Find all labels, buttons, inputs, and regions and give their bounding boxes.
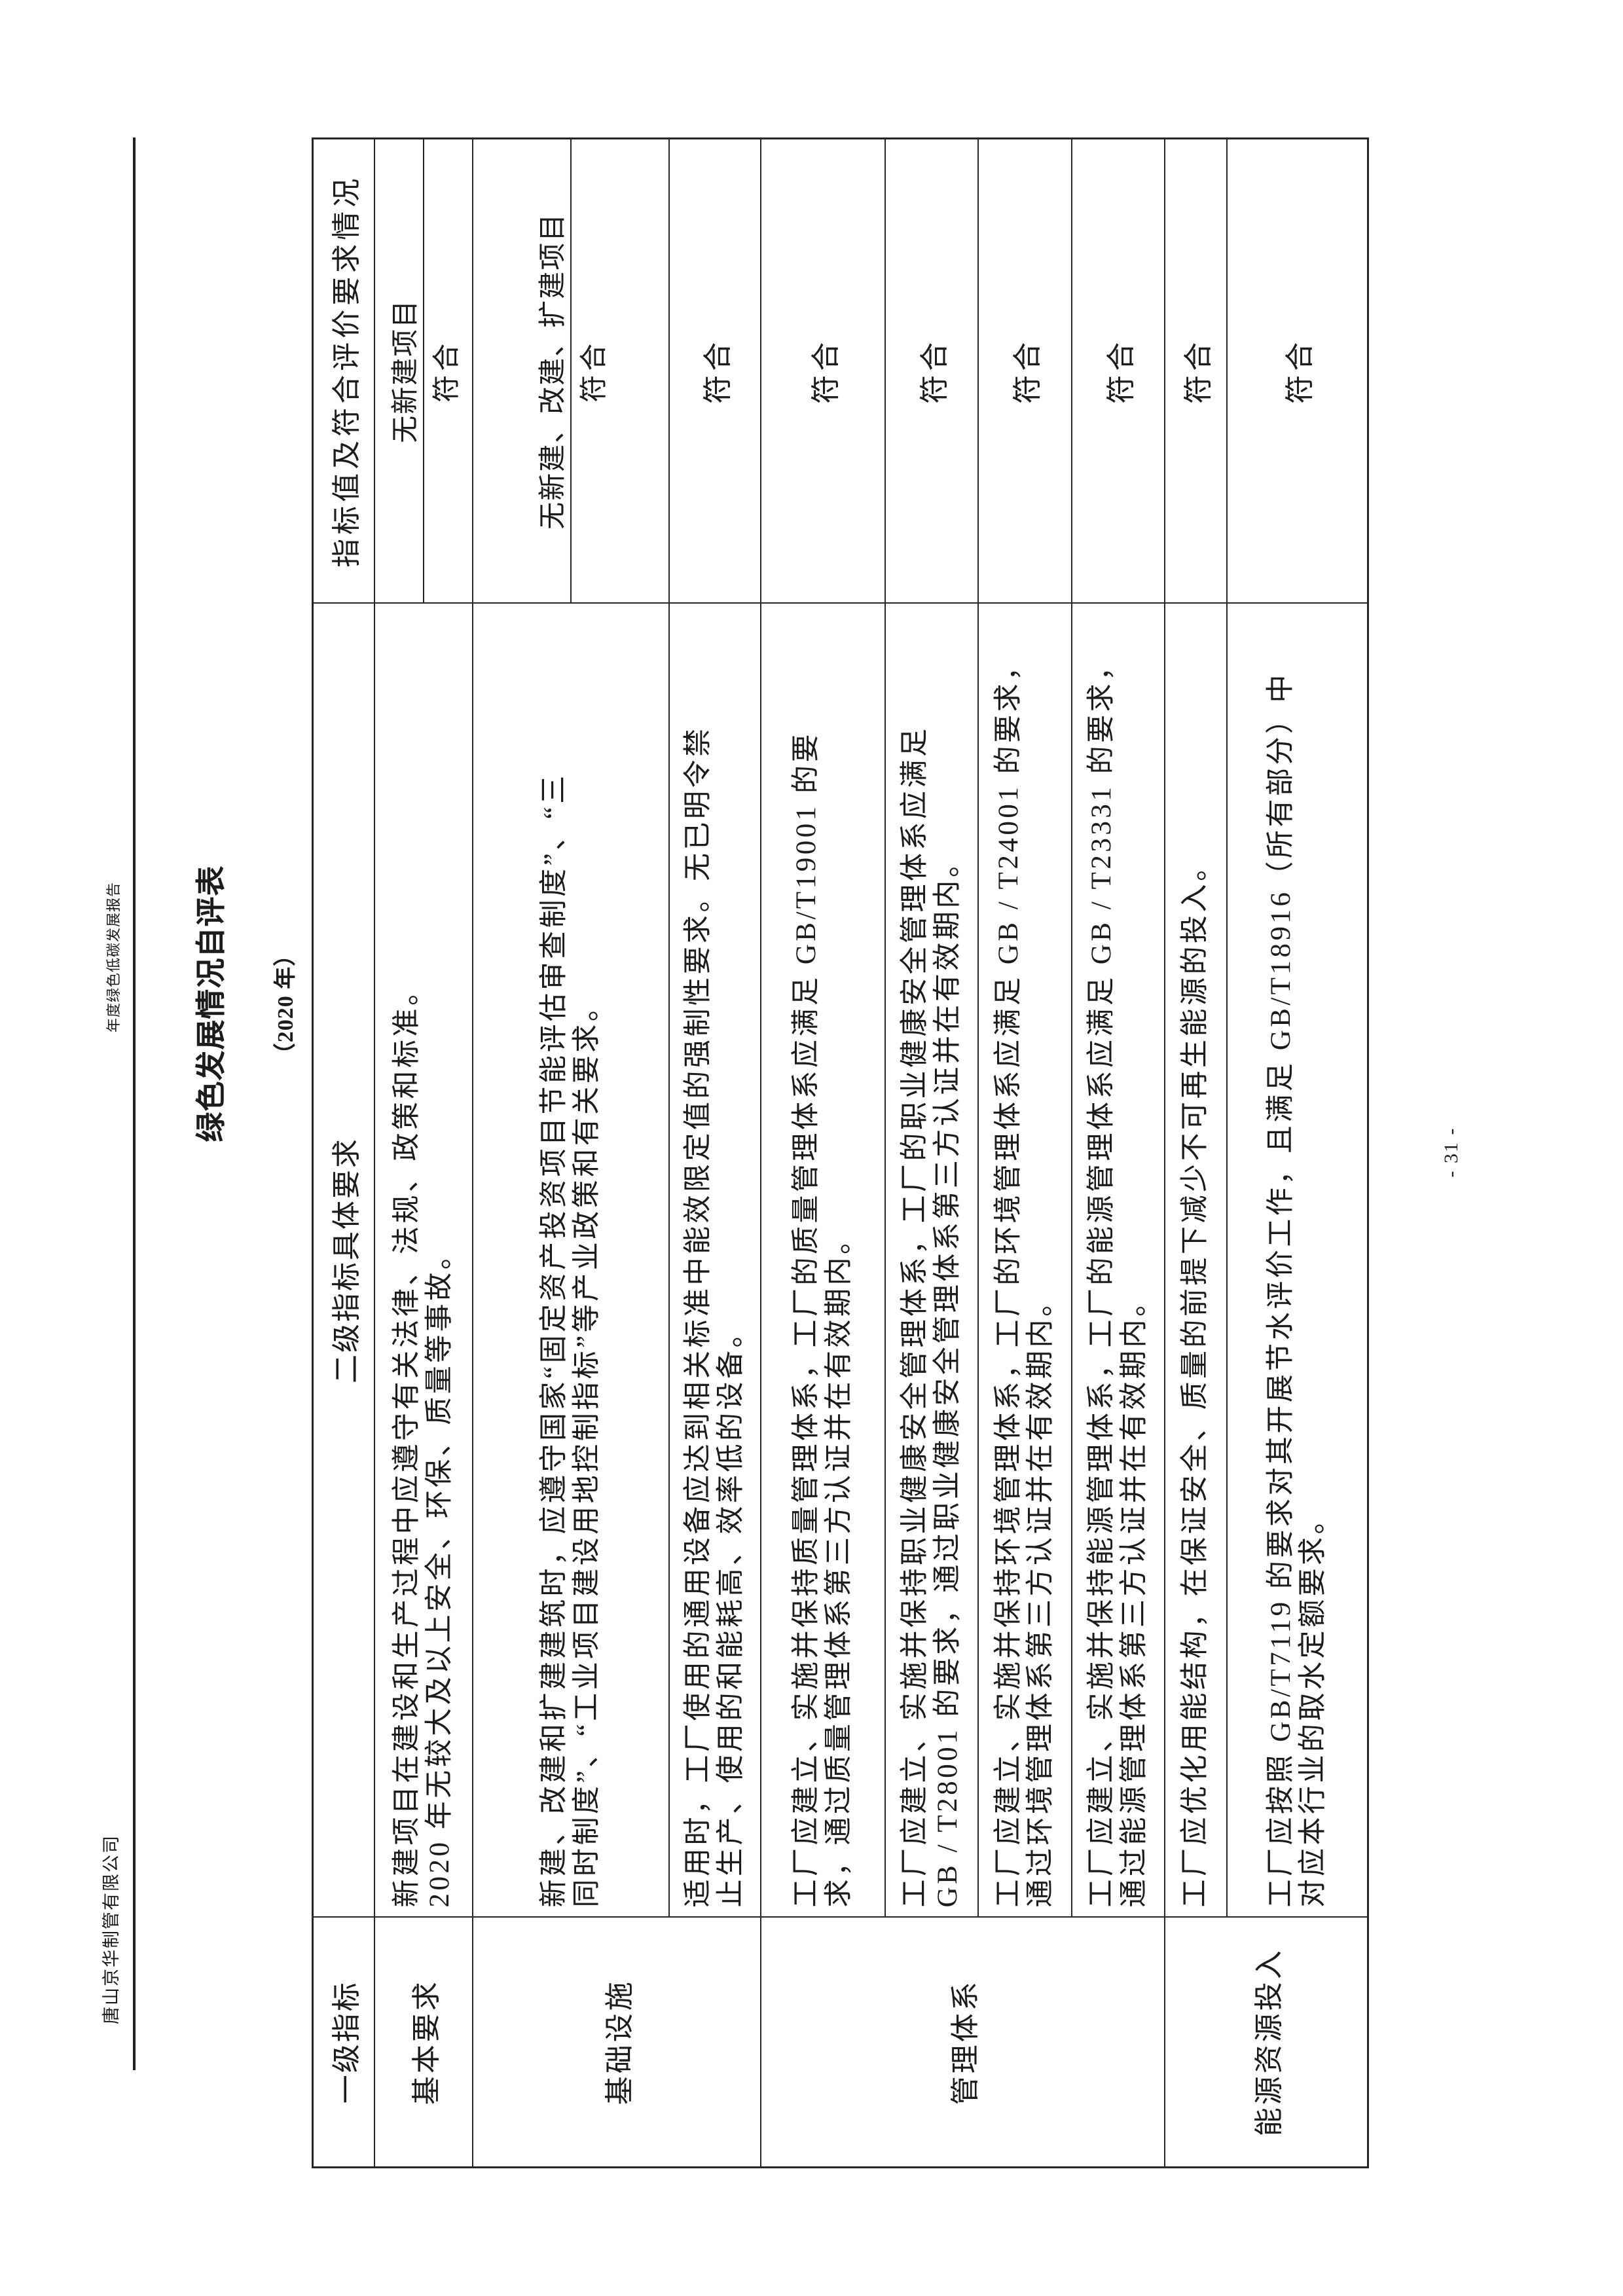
requirement-cell: 工厂应建立、实施并保持质量管理体系，工厂的质量管理体系应满足 GB/T19001… <box>760 603 885 1918</box>
value-cell: 符合 <box>977 138 1072 604</box>
requirement-cell: 工厂应建立、实施并保持能源管理体系，工厂的能源管理体系应满足 GB / T233… <box>1071 603 1165 1918</box>
requirement-line: 工厂应建立、实施并保持职业健康安全管理体系，工厂的职业健康安全管理体系应满足 <box>900 725 931 1908</box>
requirement-line: 新建、改建和扩建建筑时，应遵守国家“固定资产投资项目节能评估审查制度”、“三 <box>539 773 570 1908</box>
header-indicator-value-compliance: 指标值及符合评价要求情况 <box>312 138 374 604</box>
header-first-level-indicator: 一级指标 <box>312 1917 374 2168</box>
value-cell: 符合 <box>1164 138 1227 604</box>
compliance-text: 符合 <box>1104 338 1137 404</box>
value-cell: 符合 <box>668 138 761 604</box>
table-header-row: 一级指标 二级指标具体要求 指标值及符合评价要求情况 <box>312 138 374 2168</box>
value-cell: 符合 <box>1071 138 1165 604</box>
requirement-line: 对应本行业的取水定额要求。 <box>1298 1503 1329 1908</box>
requirement-line: GB / T28001 的要求，通过职业健康安全管理体系第三方认证并在有效期内。 <box>932 846 963 1908</box>
requirement-line: 工厂应优化用能结构，在保证安全、质量的前提下减少不可再生能源的投入。 <box>1180 850 1211 1908</box>
compliance-text: 符合 <box>809 338 842 404</box>
requirement-cell: 工厂应按照 GB/T7119 的要求对其开展节水评价工作，且满足 GB/T189… <box>1226 603 1368 1918</box>
requirement-cell: 工厂应建立、实施并保持职业健康安全管理体系，工厂的职业健康安全管理体系应满足 G… <box>884 603 978 1918</box>
compliance-text: 符合 <box>918 338 951 404</box>
value-cell: 无新建项目 符合 <box>374 138 473 604</box>
requirement-line: 工厂应按照 GB/T7119 的要求对其开展节水评价工作，且满足 GB/T189… <box>1265 671 1296 1908</box>
requirement-line: 工厂应建立、实施并保持质量管理体系，工厂的质量管理体系应满足 GB/T19001… <box>791 731 822 1908</box>
table-row: 适用时，工厂使用的通用设备应达到相关标准中能效限定值的强制性要求。无已明令禁 止… <box>668 138 761 2168</box>
company-header-text: 唐山京华制管有限公司 <box>101 1834 121 2024</box>
group-label-management-systems: 管理体系 <box>760 1917 1165 2168</box>
value-cell: 符合 <box>884 138 978 604</box>
value-cell: 符合 <box>1226 138 1368 604</box>
value-cell: 符合 <box>760 138 885 604</box>
compliance-text: 符合 <box>1182 338 1214 404</box>
page-subtitle: （2020 年） <box>274 943 298 1066</box>
group-label-basic-requirements: 基本要求 <box>374 1917 473 2168</box>
requirement-line: 同时制度”、“工业项目建设用地控制指标”等产业政策和有关要求。 <box>571 990 602 1908</box>
compliance-text: 符合 <box>422 139 464 603</box>
group-label-infrastructure: 基础设施 <box>472 1917 761 2168</box>
requirement-line: 新建项目在建设和生产过程中应遵守有关法律、法规、政策和标准。 <box>392 974 423 1908</box>
page-title: 绿色发展情况自评表 <box>194 865 228 1142</box>
requirement-line: 适用时，工厂使用的通用设备应达到相关标准中能效限定值的强制性要求。无已明令禁 <box>683 725 714 1908</box>
requirement-line: 2020 年无较大及以上安全、环保、质量等事故。 <box>424 1238 455 1908</box>
group-label-energy-resource-input: 能源资源投入 <box>1164 1917 1368 2168</box>
compliance-text: 符合 <box>701 338 734 404</box>
table-row: 工厂应建立、实施并保持职业健康安全管理体系，工厂的职业健康安全管理体系应满足 G… <box>884 138 978 2168</box>
page-number: - 31 - <box>1440 1127 1462 1178</box>
requirement-line: 通过能源管理体系第三方认证并在有效期内。 <box>1118 1285 1150 1908</box>
requirement-cell: 工厂应建立、实施并保持环境管理体系，工厂的环境管理体系应满足 GB / T240… <box>977 603 1072 1918</box>
table-row: 基础设施 新建、改建和扩建建筑时，应遵守国家“固定资产投资项目节能评估审查制度”… <box>472 138 761 2168</box>
compliance-text: 符合 <box>1012 338 1044 404</box>
requirement-line: 工厂应建立、实施并保持环境管理体系，工厂的环境管理体系应满足 GB / T240… <box>993 649 1024 1908</box>
header-rule <box>133 137 136 2070</box>
value-cell: 无新建、改建、扩建项目 符合 <box>472 138 669 604</box>
value-text: 无新建、改建、扩建项目 <box>538 212 568 530</box>
header-second-level-requirements: 二级指标具体要求 <box>312 603 374 1918</box>
table-row: 工厂应建立、实施并保持能源管理体系，工厂的能源管理体系应满足 GB / T233… <box>1071 138 1165 2168</box>
requirement-line: 工厂应建立、实施并保持能源管理体系，工厂的能源管理体系应满足 GB / T233… <box>1086 649 1118 1908</box>
table-row: 工厂应按照 GB/T7119 的要求对其开展节水评价工作，且满足 GB/T189… <box>1226 138 1368 2168</box>
report-header-text: 年度绿色低碳发展报告 <box>105 881 122 1032</box>
requirement-line: 求，通过质量管理体系第三方认证并在有效期内。 <box>823 1223 854 1908</box>
requirement-cell: 适用时，工厂使用的通用设备应达到相关标准中能效限定值的强制性要求。无已明令禁 止… <box>668 603 761 1918</box>
table-row: 管理体系 工厂应建立、实施并保持质量管理体系，工厂的质量管理体系应满足 GB/T… <box>760 138 1165 2168</box>
table-row: 能源资源投入 工厂应优化用能结构，在保证安全、质量的前提下减少不可再生能源的投入… <box>1164 138 1368 2168</box>
compliance-text: 符合 <box>570 139 611 603</box>
requirement-line: 止生产、使用的和能耗高、效率低的设备。 <box>715 1317 746 1908</box>
compliance-text: 符合 <box>1284 338 1317 404</box>
requirement-cell: 工厂应优化用能结构，在保证安全、质量的前提下减少不可再生能源的投入。 <box>1164 603 1227 1918</box>
requirement-cell: 新建、改建和扩建建筑时，应遵守国家“固定资产投资项目节能评估审查制度”、“三 同… <box>472 603 669 1918</box>
requirement-line: 通过环境管理体系第三方认证并在有效期内。 <box>1025 1285 1056 1908</box>
table-row: 工厂应建立、实施并保持环境管理体系，工厂的环境管理体系应满足 GB / T240… <box>977 138 1072 2168</box>
requirement-cell: 新建项目在建设和生产过程中应遵守有关法律、法规、政策和标准。 2020 年无较大… <box>374 603 473 1918</box>
table-row: 基本要求 新建项目在建设和生产过程中应遵守有关法律、法规、政策和标准。 2020… <box>374 138 473 2168</box>
self-assessment-table: 一级指标 二级指标具体要求 指标值及符合评价要求情况 基本要求 新建项目在建设和… <box>312 137 1369 2168</box>
value-text: 无新建项目 <box>390 299 421 443</box>
